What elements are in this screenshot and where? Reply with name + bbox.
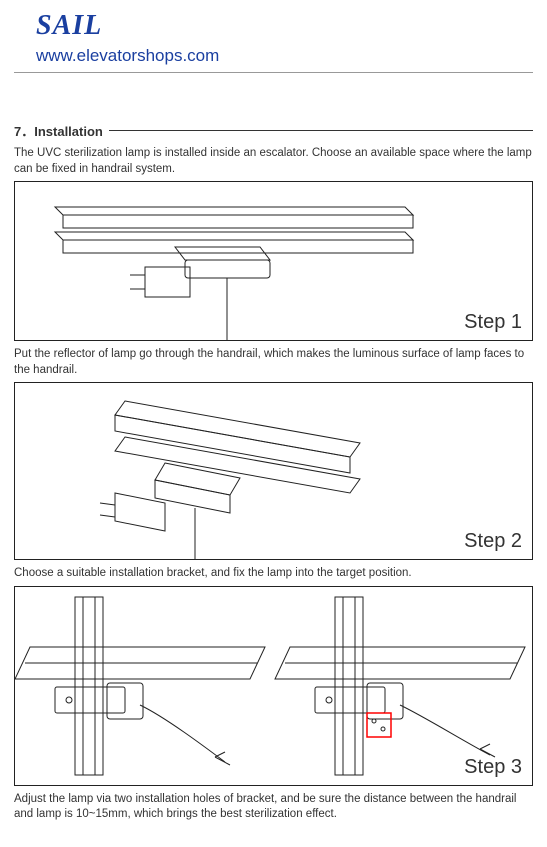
- figure-step-2: Step 2: [14, 382, 533, 560]
- diagram-step-1: [15, 182, 532, 341]
- step-label-1: Step 1: [464, 311, 522, 334]
- intro-caption: The UVC sterilization lamp is installed …: [14, 146, 533, 177]
- page-header: SAIL www.elevatorshops.com: [14, 10, 533, 73]
- diagram-step-2: [15, 383, 532, 560]
- section-title: 7．Installation: [14, 121, 109, 140]
- caption-step-1: Put the reflector of lamp go through the…: [14, 347, 533, 378]
- caption-step-2: Choose a suitable installation bracket, …: [14, 566, 533, 582]
- section-rule: [109, 130, 533, 131]
- website-url: www.elevatorshops.com: [36, 46, 533, 66]
- diagram-step-3: [15, 587, 532, 786]
- step-label-3: Step 3: [464, 756, 522, 779]
- caption-step-3: Adjust the lamp via two installation hol…: [14, 792, 533, 823]
- section-title-row: 7．Installation: [14, 121, 533, 140]
- step-label-2: Step 2: [464, 530, 522, 553]
- figure-step-3: Step 3: [14, 586, 533, 786]
- figure-step-1: Step 1: [14, 181, 533, 341]
- brand-logo: SAIL: [36, 10, 533, 42]
